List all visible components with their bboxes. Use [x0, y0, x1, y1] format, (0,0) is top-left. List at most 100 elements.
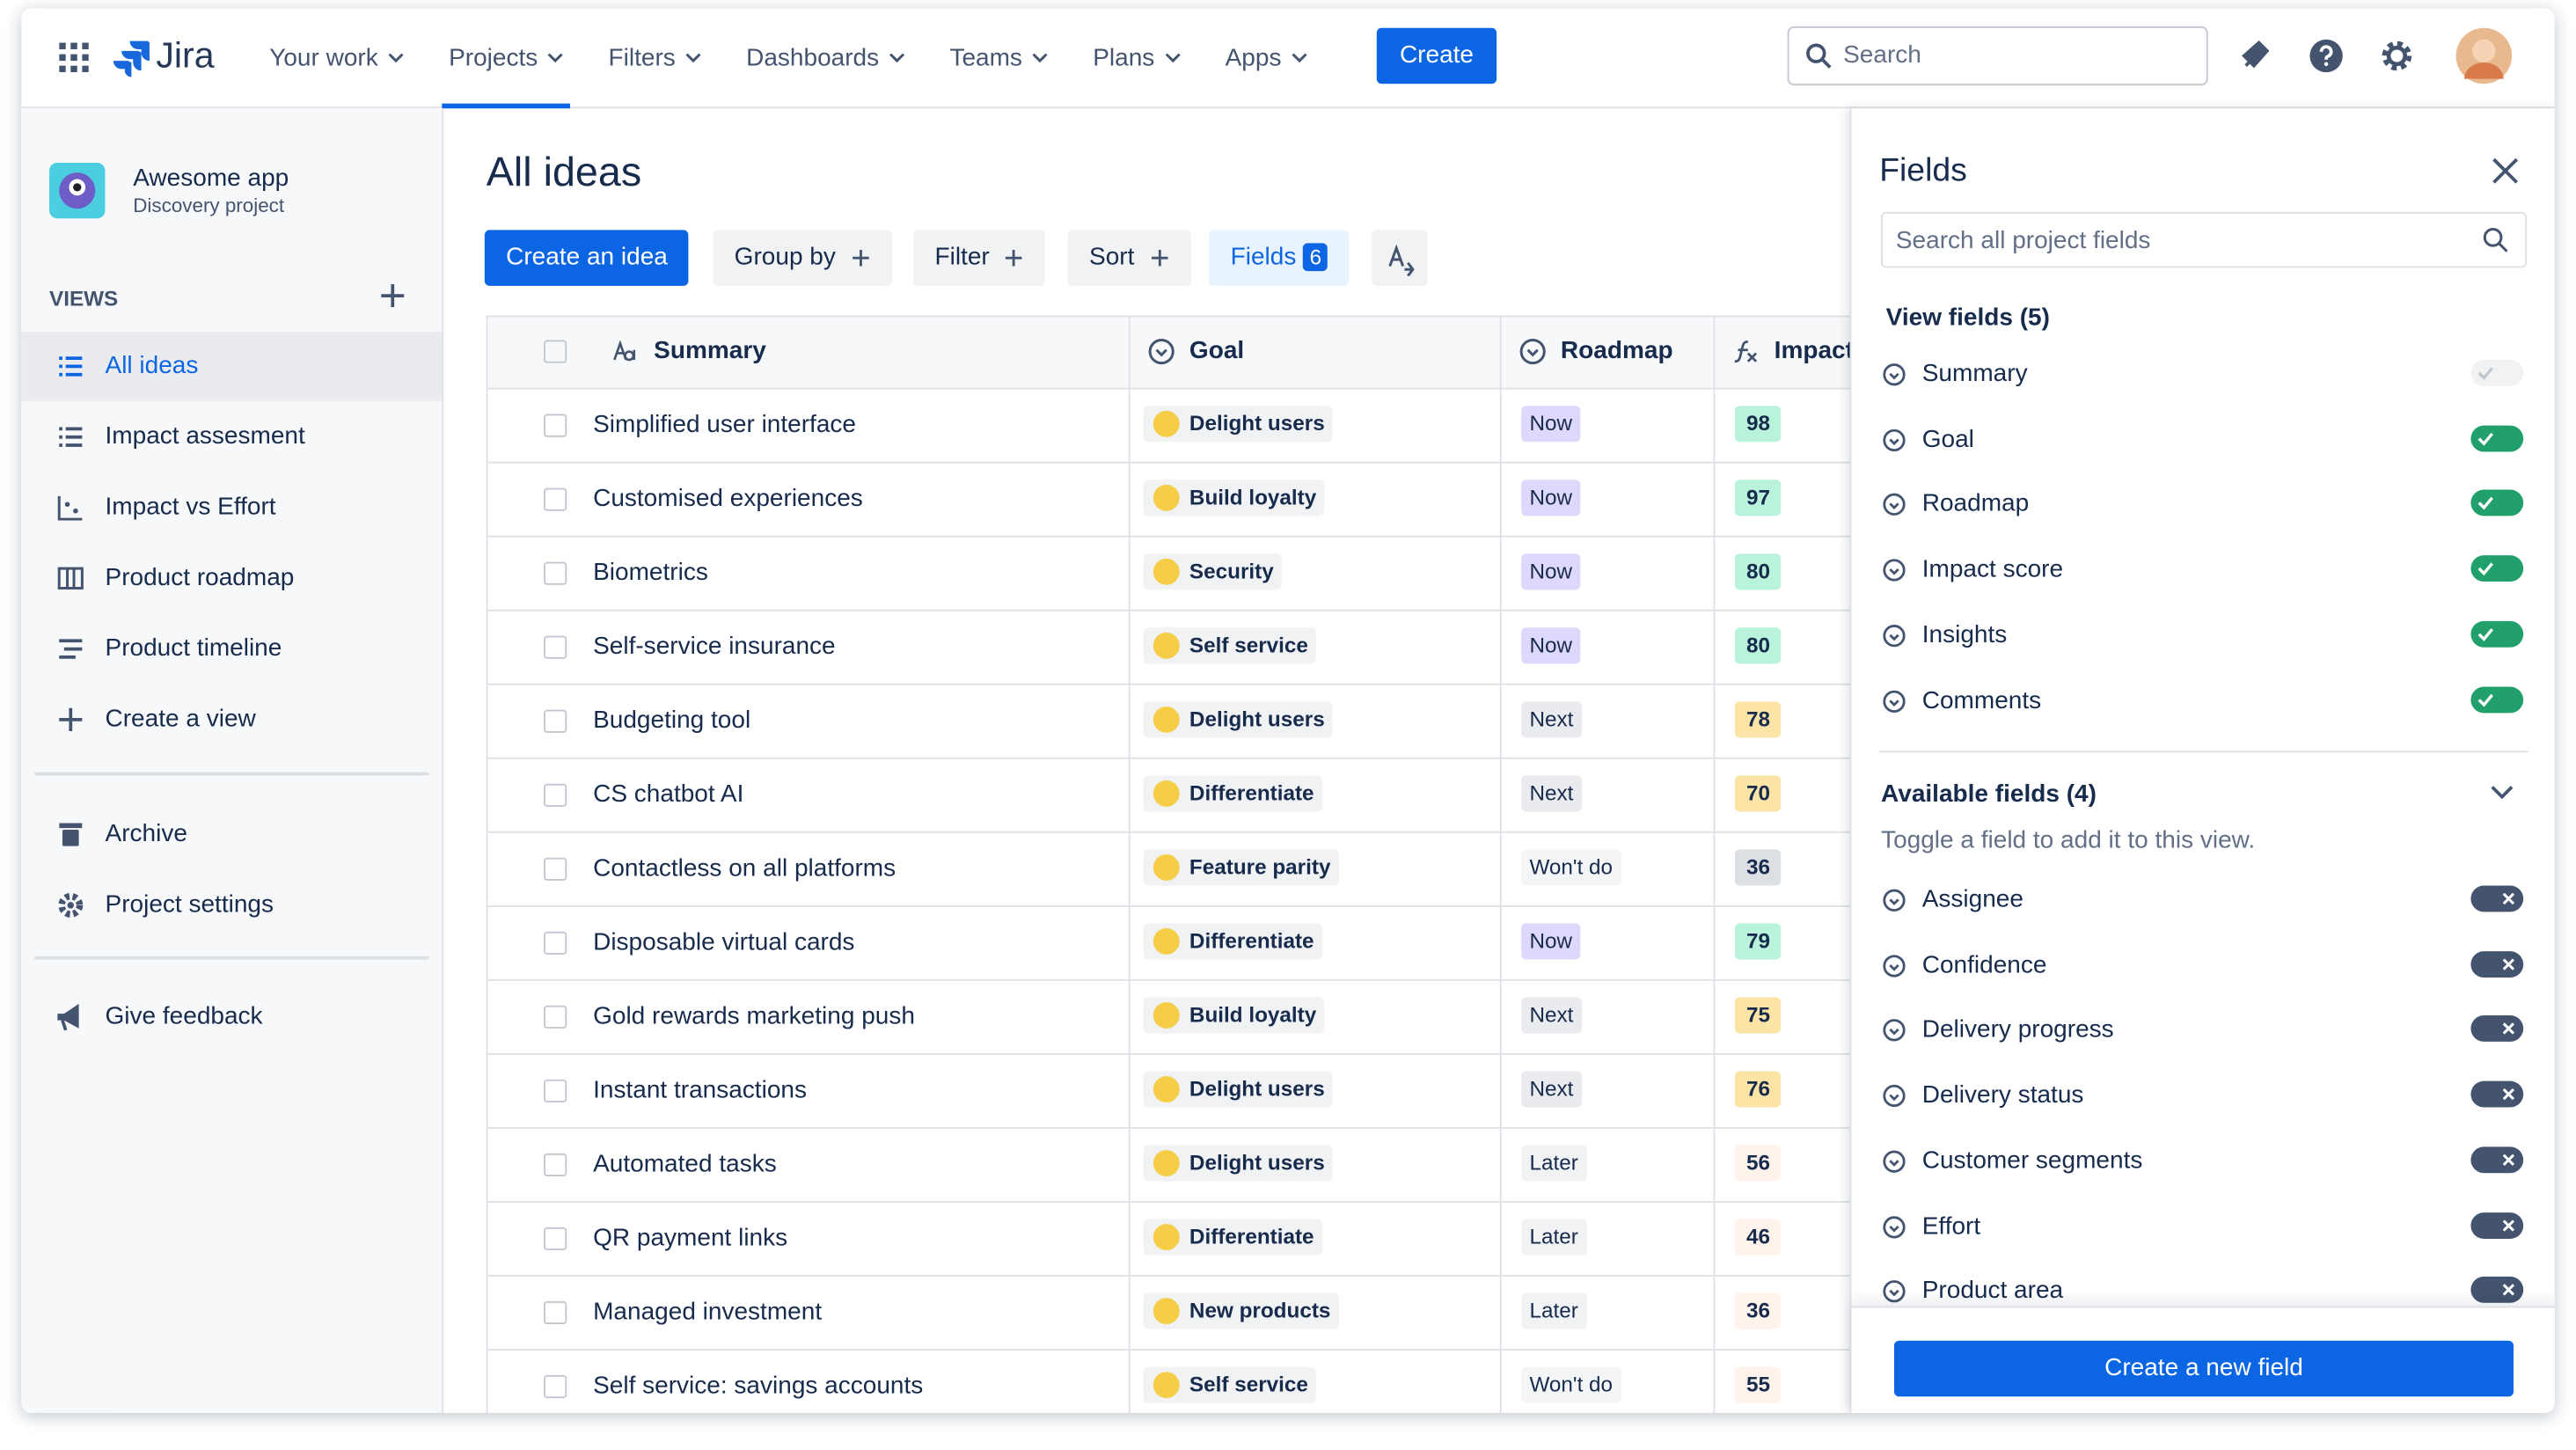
give-feedback-link[interactable]: Give feedback: [105, 1002, 263, 1030]
checkbox[interactable]: [544, 709, 567, 733]
summary: Customised experiences: [593, 484, 863, 513]
notifications-icon[interactable]: [2239, 40, 2272, 72]
autosize-icon: [1388, 244, 1415, 276]
nav-item[interactable]: Teams: [949, 8, 1049, 106]
logo[interactable]: Jira: [156, 34, 215, 76]
table-row[interactable]: [486, 978, 2540, 1055]
field-name: Customer segments: [1921, 1146, 2143, 1175]
checkbox[interactable]: [544, 414, 567, 437]
toggle[interactable]: [2470, 555, 2524, 582]
toggle[interactable]: [2470, 1015, 2524, 1043]
checkbox[interactable]: [544, 783, 567, 807]
filter-button[interactable]: Filter: [913, 230, 1046, 286]
toggle[interactable]: [2470, 1277, 2524, 1304]
toggle[interactable]: [2470, 425, 2524, 451]
nav-item[interactable]: Your work: [269, 8, 404, 106]
table-row[interactable]: [486, 1275, 2540, 1351]
create-field-button[interactable]: Create a new field: [1893, 1340, 2514, 1397]
column-header[interactable]: Roadmap: [1560, 336, 1673, 365]
group-by-button[interactable]: Group by: [713, 230, 892, 286]
app-switcher[interactable]: [59, 42, 89, 73]
checkbox[interactable]: [544, 487, 567, 511]
table-row[interactable]: [486, 461, 2540, 538]
table-row[interactable]: [486, 831, 2540, 907]
help-icon[interactable]: [2309, 38, 2345, 74]
view-item[interactable]: Impact assesment: [21, 402, 442, 471]
checkbox[interactable]: [544, 1005, 567, 1029]
view-item[interactable]: Product timeline: [21, 614, 442, 683]
toggle[interactable]: [2470, 1212, 2524, 1239]
avatar[interactable]: [2455, 26, 2514, 85]
label: Group by: [734, 243, 836, 272]
summary: Automated tasks: [593, 1150, 777, 1178]
view-item[interactable]: Impact vs Effort: [21, 473, 442, 542]
column-header[interactable]: Goal: [1189, 336, 1245, 365]
add-view-icon[interactable]: [381, 284, 405, 308]
checkbox[interactable]: [544, 931, 567, 955]
table-row[interactable]: [486, 1126, 2540, 1203]
archive-link[interactable]: Archive: [105, 819, 187, 848]
summary: Managed investment: [593, 1298, 823, 1326]
create-button[interactable]: Create: [1376, 27, 1497, 84]
nav-item[interactable]: Projects: [442, 8, 571, 109]
icon-shape: [1883, 494, 1906, 516]
goal-label: Differentiate: [1189, 1224, 1314, 1249]
table-row[interactable]: [486, 1200, 2540, 1277]
checkbox[interactable]: [544, 340, 567, 363]
checkbox[interactable]: [544, 1227, 567, 1251]
checkbox[interactable]: [544, 635, 567, 659]
close-icon[interactable]: [2492, 157, 2519, 184]
checkbox[interactable]: [544, 1153, 567, 1176]
column-border: [1713, 315, 1716, 1413]
toggle[interactable]: [2470, 620, 2524, 648]
checkbox[interactable]: [544, 1374, 567, 1399]
nav-item[interactable]: Apps: [1226, 8, 1308, 106]
impact-badge: 36: [1734, 1293, 1782, 1329]
collapse-icon[interactable]: [2491, 784, 2514, 801]
table-row[interactable]: [486, 757, 2540, 833]
view-item[interactable]: Create a view: [21, 685, 442, 754]
table-row[interactable]: [486, 1052, 2540, 1129]
checkbox[interactable]: [544, 1079, 567, 1102]
checkbox[interactable]: [544, 1300, 567, 1325]
goal-label: Delight users: [1189, 1150, 1325, 1175]
icon-shape: [1148, 339, 1175, 365]
nav-item[interactable]: Filters: [609, 8, 702, 106]
checkbox[interactable]: [544, 857, 567, 881]
table-row[interactable]: [486, 387, 2540, 464]
roadmap-badge: Next: [1521, 1071, 1582, 1108]
toggle[interactable]: [2470, 685, 2524, 713]
fields-button[interactable]: Fields 6: [1209, 230, 1350, 286]
table-row[interactable]: [486, 683, 2540, 759]
table-row[interactable]: [486, 535, 2540, 611]
goal-badge: Self service: [1143, 627, 1317, 664]
project-settings-link[interactable]: Project settings: [105, 890, 274, 919]
toggle[interactable]: [2470, 490, 2524, 517]
goal-badge: Delight users: [1143, 1145, 1334, 1182]
summary: Contactless on all platforms: [593, 853, 896, 882]
toggle[interactable]: [2470, 950, 2524, 978]
toggle[interactable]: [2470, 1080, 2524, 1108]
table-row[interactable]: [486, 1349, 2540, 1413]
view-item[interactable]: Product roadmap: [21, 544, 442, 612]
available-fields-label[interactable]: Available fields (4): [1881, 780, 2097, 809]
table-row[interactable]: [486, 904, 2540, 981]
column-header[interactable]: Summary: [654, 336, 766, 365]
roadmap-badge: Next: [1521, 701, 1582, 738]
sort-button[interactable]: Sort: [1067, 230, 1190, 286]
checkbox[interactable]: [544, 561, 567, 585]
create-idea-button[interactable]: Create an idea: [484, 230, 690, 286]
settings-icon[interactable]: [2379, 38, 2415, 74]
toggle[interactable]: [2470, 1146, 2524, 1173]
search-box[interactable]: Search: [1787, 26, 2208, 86]
fields-search[interactable]: Search all project fields: [1881, 211, 2527, 268]
autosize-button[interactable]: [1372, 230, 1428, 286]
nav-item[interactable]: Dashboards: [746, 8, 905, 106]
toggle[interactable]: [2470, 885, 2524, 912]
view-item[interactable]: All ideas: [21, 332, 443, 401]
project-name[interactable]: Awesome app: [133, 164, 289, 193]
nav-item[interactable]: Plans: [1093, 8, 1181, 106]
table-row[interactable]: [486, 609, 2540, 685]
icon-shape: [1883, 624, 1906, 647]
search-placeholder: Search: [1843, 40, 1921, 70]
